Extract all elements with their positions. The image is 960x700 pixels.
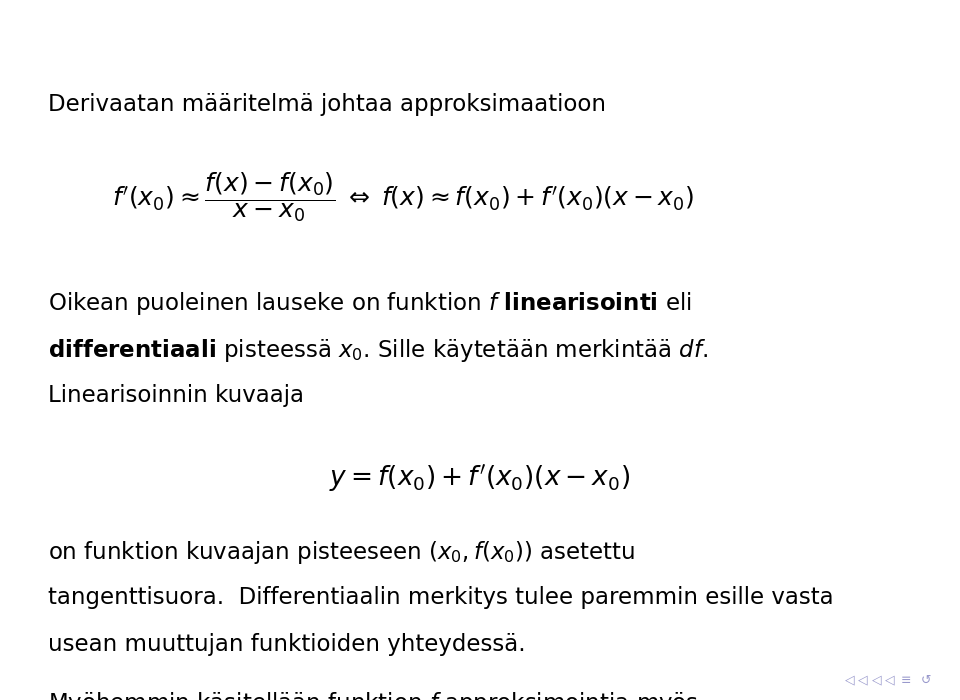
- Text: on funktion kuvaajan pisteeseen $(x_0, f(x_0))$ asetettu: on funktion kuvaajan pisteeseen $(x_0, f…: [48, 540, 636, 566]
- Text: $y = f(x_0) + f'(x_0)(x - x_0)$: $y = f(x_0) + f'(x_0)(x - x_0)$: [329, 461, 631, 493]
- Text: usean muuttujan funktioiden yhteydessä.: usean muuttujan funktioiden yhteydessä.: [48, 633, 526, 656]
- Text: $\lhd$ $\lhd$ $\lhd$ $\lhd$ $\equiv$ $\circlearrowleft$: $\lhd$ $\lhd$ $\lhd$ $\lhd$ $\equiv$ $\c…: [844, 673, 932, 688]
- Text: Derivaatan määritelmä johtaa approksimaatioon: Derivaatan määritelmä johtaa approksimaa…: [48, 93, 606, 116]
- Text: Myöhemmin käsitellään funktion $f$ approksimointia myös: Myöhemmin käsitellään funktion $f$ appro…: [48, 690, 699, 700]
- Text: $f'(x_0) \approx \dfrac{f(x) - f(x_0)}{x - x_0}$$\;\Leftrightarrow\; f(x) \appro: $f'(x_0) \approx \dfrac{f(x) - f(x_0)}{x…: [112, 171, 694, 224]
- Text: Oikean puoleinen lauseke on funktion $f$ $\mathbf{linearisointi}$ eli: Oikean puoleinen lauseke on funktion $f$…: [48, 290, 691, 317]
- Text: Linearisointi ja differentiaali: Linearisointi ja differentiaali: [29, 17, 519, 46]
- Text: Linearisoinnin kuvaaja: Linearisoinnin kuvaaja: [48, 384, 304, 407]
- Text: $\mathbf{differentiaali}$ pisteessä $x_0$. Sille käytetään merkintää $df$.: $\mathbf{differentiaali}$ pisteessä $x_0…: [48, 337, 708, 364]
- Text: 4 / 13: 4 / 13: [29, 672, 77, 690]
- Text: tangenttisuora.  Differentiaalin merkitys tulee paremmin esille vasta: tangenttisuora. Differentiaalin merkitys…: [48, 586, 833, 609]
